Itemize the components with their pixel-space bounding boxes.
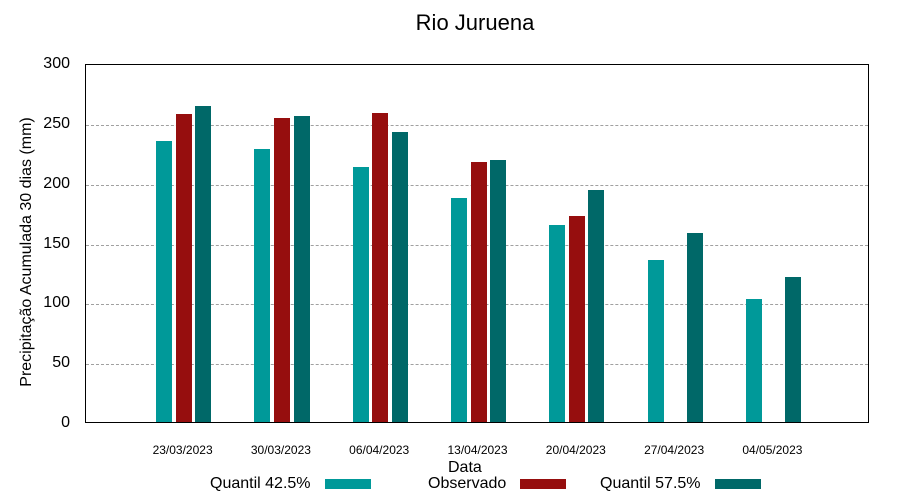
bar <box>686 232 703 422</box>
y-tick-label: 200 <box>43 174 70 192</box>
legend-swatch <box>714 479 761 489</box>
legend-swatch <box>520 479 567 489</box>
x-tick-label: 30/03/2023 <box>250 443 311 457</box>
bar <box>372 113 389 422</box>
legend-label: Quantil 42.5% <box>210 475 311 492</box>
bar <box>470 162 487 422</box>
bar <box>175 114 192 422</box>
bar <box>568 216 585 422</box>
bar <box>391 132 408 422</box>
x-tick-label: 20/04/2023 <box>545 443 606 457</box>
x-tick-label: 13/04/2023 <box>447 443 508 457</box>
plot-area <box>85 64 869 423</box>
y-tick-label: 250 <box>43 114 70 132</box>
bar <box>293 115 310 422</box>
bar <box>352 167 369 422</box>
legend-item: Quantil 42.5% <box>210 475 371 493</box>
bar <box>195 106 212 422</box>
bar <box>490 159 507 422</box>
y-tick-label: 300 <box>43 55 70 72</box>
y-tick-label: 150 <box>43 234 70 252</box>
legend-item: Observado <box>428 475 567 493</box>
x-tick-label: 27/04/2023 <box>644 443 705 457</box>
y-tick-label: 50 <box>52 354 70 372</box>
bar <box>156 140 172 422</box>
x-tick-label: 04/05/2023 <box>742 443 803 457</box>
bar <box>647 260 664 422</box>
bar <box>785 277 801 422</box>
y-tick-label: 100 <box>43 294 70 312</box>
bar <box>450 198 467 422</box>
y-axis-label: Precipitação Acumulada 30 dias (mm) <box>18 117 35 387</box>
bar <box>549 224 566 422</box>
bar <box>254 149 271 422</box>
legend-item: Quantil 57.5% <box>600 475 761 493</box>
bar <box>588 189 605 422</box>
y-tick-label: 0 <box>61 414 70 431</box>
legend-swatch <box>324 479 371 489</box>
x-tick-label: 06/04/2023 <box>349 443 410 457</box>
chart-title: Rio Juruena <box>415 10 535 35</box>
legend-label: Quantil 57.5% <box>600 475 701 492</box>
bar <box>273 118 290 422</box>
legend-label: Observado <box>428 475 507 492</box>
x-tick-label: 23/03/2023 <box>152 443 213 457</box>
x-axis-label: Data <box>448 459 482 476</box>
bar <box>745 298 762 422</box>
gridline <box>86 124 868 126</box>
